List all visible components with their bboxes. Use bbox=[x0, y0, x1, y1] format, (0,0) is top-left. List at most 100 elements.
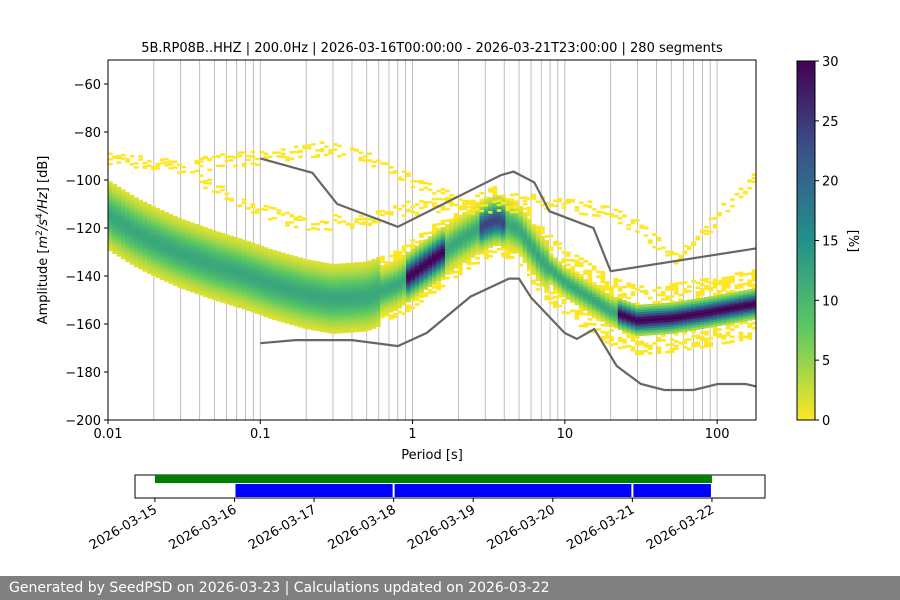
heatmap-cell bbox=[721, 300, 727, 304]
heatmap-cell bbox=[406, 174, 411, 178]
heatmap-cell bbox=[302, 325, 308, 329]
heatmap-cell bbox=[285, 299, 290, 303]
heatmap-cell bbox=[587, 272, 593, 276]
heatmap-cell bbox=[712, 225, 718, 229]
heatmap-cell bbox=[630, 319, 636, 323]
heatmap-cell bbox=[224, 258, 230, 261]
heatmap-cell bbox=[267, 260, 273, 264]
heatmap-cell bbox=[393, 308, 398, 311]
heatmap-cell bbox=[669, 328, 675, 332]
heatmap-cell bbox=[712, 328, 718, 332]
heatmap-cell bbox=[457, 234, 463, 237]
heatmap-cell bbox=[483, 218, 489, 221]
heatmap-cell bbox=[172, 259, 178, 262]
heatmap-cell bbox=[133, 211, 139, 215]
heatmap-cell bbox=[457, 198, 463, 201]
heatmap-cell bbox=[432, 254, 437, 258]
heatmap-cell bbox=[492, 193, 498, 196]
heatmap-cell bbox=[699, 336, 705, 339]
heatmap-cell bbox=[302, 144, 308, 148]
heatmap-cell bbox=[388, 305, 394, 308]
heatmap-cell bbox=[224, 241, 230, 245]
heatmap-cell bbox=[168, 221, 174, 224]
heatmap-cell bbox=[146, 256, 152, 260]
heatmap-cell bbox=[380, 279, 385, 283]
heatmap-cell bbox=[673, 320, 679, 324]
heatmap-cell bbox=[721, 279, 727, 283]
heatmap-cell bbox=[146, 254, 152, 258]
heatmap-cell bbox=[362, 326, 368, 330]
heatmap-cell bbox=[164, 264, 169, 268]
heatmap-cell bbox=[669, 295, 675, 298]
heatmap-cell bbox=[401, 269, 407, 272]
heatmap-cell bbox=[725, 302, 731, 306]
heatmap-cell bbox=[151, 251, 156, 255]
heatmap-cell bbox=[466, 257, 472, 261]
heatmap-cell bbox=[483, 210, 489, 214]
heatmap-cell bbox=[587, 308, 593, 312]
heatmap-cell bbox=[492, 188, 498, 191]
heatmap-cell bbox=[410, 289, 416, 293]
heatmap-cell bbox=[116, 246, 122, 250]
heatmap-cell bbox=[583, 303, 588, 306]
heatmap-cell bbox=[138, 235, 143, 239]
heatmap-cell bbox=[440, 219, 446, 223]
heatmap-cell bbox=[319, 290, 325, 294]
heatmap-cell bbox=[185, 232, 191, 236]
heatmap-cell bbox=[725, 297, 731, 301]
heatmap-cell bbox=[298, 295, 303, 299]
heatmap-cell bbox=[259, 293, 264, 297]
heatmap-cell bbox=[561, 289, 567, 293]
heatmap-cell bbox=[267, 255, 273, 259]
heatmap-cell bbox=[453, 263, 459, 267]
heatmap-cell bbox=[397, 260, 403, 264]
heatmap-cell bbox=[250, 283, 256, 287]
heatmap-cell bbox=[436, 239, 442, 243]
heatmap-cell bbox=[695, 303, 701, 306]
heatmap-cell bbox=[216, 190, 221, 194]
heatmap-cell bbox=[565, 258, 571, 262]
heatmap-cell bbox=[548, 279, 554, 283]
heatmap-cell bbox=[125, 218, 130, 222]
heatmap-cell bbox=[211, 244, 217, 248]
heatmap-cell bbox=[349, 315, 355, 319]
heatmap-cell bbox=[738, 309, 744, 313]
heatmap-cell bbox=[216, 286, 221, 290]
heatmap-cell bbox=[138, 209, 143, 212]
heatmap-cell bbox=[514, 233, 519, 237]
heatmap-cell bbox=[228, 254, 234, 258]
heatmap-cell bbox=[704, 299, 709, 302]
heatmap-cell bbox=[483, 254, 489, 257]
heatmap-cell bbox=[652, 289, 658, 292]
heatmap-cell bbox=[159, 255, 165, 259]
heatmap-cell bbox=[591, 315, 597, 319]
heatmap-cell bbox=[164, 219, 169, 222]
heatmap-cell bbox=[306, 326, 312, 330]
heatmap-cell bbox=[345, 277, 351, 281]
heatmap-cell bbox=[280, 298, 286, 301]
heatmap-cell bbox=[673, 340, 679, 343]
colorbar-tick-label: 5 bbox=[822, 354, 830, 369]
heatmap-cell bbox=[479, 237, 485, 241]
heatmap-cell bbox=[652, 317, 658, 321]
heatmap-cell bbox=[492, 209, 498, 213]
heatmap-cell bbox=[328, 270, 334, 274]
heatmap-cell bbox=[315, 294, 321, 298]
heatmap-cell bbox=[725, 278, 731, 282]
heatmap-cell bbox=[686, 309, 692, 312]
heatmap-cell bbox=[518, 234, 524, 238]
heatmap-cell bbox=[280, 283, 286, 287]
heatmap-cell bbox=[596, 210, 601, 214]
heatmap-cell bbox=[578, 288, 584, 292]
heatmap-cell bbox=[328, 301, 334, 305]
heatmap-cell bbox=[302, 273, 308, 276]
heatmap-cell bbox=[578, 305, 584, 309]
heatmap-cell bbox=[393, 305, 398, 309]
heatmap-cell bbox=[328, 304, 334, 308]
heatmap-cell bbox=[574, 300, 580, 303]
heatmap-cell bbox=[660, 246, 666, 249]
heatmap-cell bbox=[574, 297, 580, 301]
heatmap-cell bbox=[371, 160, 377, 164]
heatmap-cell bbox=[730, 294, 735, 298]
heatmap-cell bbox=[172, 244, 178, 248]
